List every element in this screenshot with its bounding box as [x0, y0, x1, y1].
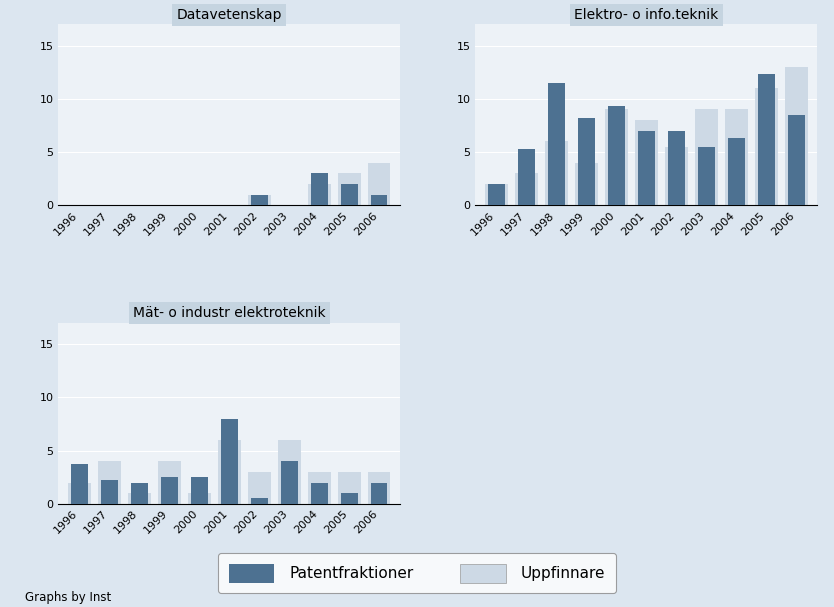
- Bar: [488, 184, 505, 205]
- Bar: [785, 67, 807, 205]
- Bar: [368, 163, 390, 205]
- Bar: [281, 461, 298, 504]
- Bar: [575, 163, 598, 205]
- Bar: [341, 184, 358, 205]
- Bar: [68, 483, 91, 504]
- Bar: [308, 184, 330, 205]
- Bar: [218, 440, 240, 504]
- Bar: [71, 464, 88, 504]
- Bar: [188, 493, 210, 504]
- Title: Mät- o industr elektroteknik: Mät- o industr elektroteknik: [133, 307, 325, 320]
- Bar: [666, 147, 687, 205]
- Bar: [251, 498, 268, 504]
- Bar: [101, 480, 118, 504]
- Bar: [128, 493, 151, 504]
- Bar: [131, 483, 148, 504]
- Bar: [161, 477, 178, 504]
- Bar: [368, 472, 390, 504]
- Bar: [515, 174, 538, 205]
- Bar: [311, 483, 328, 504]
- Bar: [191, 477, 208, 504]
- Bar: [158, 461, 181, 504]
- Bar: [725, 109, 747, 205]
- Bar: [485, 184, 508, 205]
- Title: Datavetenskap: Datavetenskap: [177, 8, 282, 22]
- Bar: [338, 174, 360, 205]
- Bar: [636, 120, 658, 205]
- Bar: [308, 472, 330, 504]
- Bar: [608, 106, 625, 205]
- Bar: [251, 195, 268, 205]
- Bar: [311, 174, 328, 205]
- Bar: [698, 147, 715, 205]
- Bar: [548, 83, 565, 205]
- Bar: [371, 195, 388, 205]
- Bar: [248, 195, 270, 205]
- Title: Elektro- o info.teknik: Elektro- o info.teknik: [575, 8, 719, 22]
- Bar: [545, 141, 568, 205]
- Bar: [341, 493, 358, 504]
- Bar: [788, 115, 805, 205]
- Bar: [278, 440, 300, 504]
- Legend: Patentfraktioner, Uppfinnare: Patentfraktioner, Uppfinnare: [218, 553, 616, 593]
- Bar: [728, 138, 745, 205]
- Bar: [755, 88, 777, 205]
- Bar: [98, 461, 121, 504]
- Bar: [518, 149, 535, 205]
- Bar: [638, 131, 655, 205]
- Bar: [221, 419, 238, 504]
- Bar: [605, 109, 628, 205]
- Bar: [338, 472, 360, 504]
- Bar: [758, 74, 775, 205]
- Bar: [248, 472, 270, 504]
- Bar: [371, 483, 388, 504]
- Bar: [695, 109, 717, 205]
- Bar: [668, 131, 685, 205]
- Bar: [578, 118, 595, 205]
- Text: Graphs by Inst: Graphs by Inst: [25, 591, 111, 604]
